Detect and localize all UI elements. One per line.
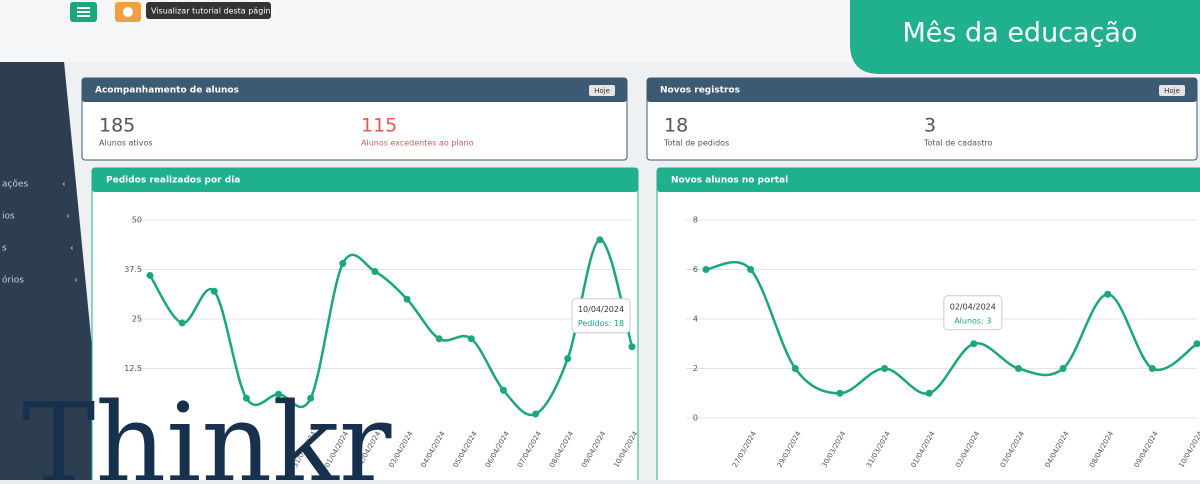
stat-label: Total de pedidos — [663, 139, 729, 148]
y-tick-label: 25 — [132, 315, 142, 324]
stat-label: Total de cadastro — [923, 139, 992, 148]
point — [371, 268, 378, 275]
stat-label: Alunos excedentes ao plano — [361, 139, 474, 148]
point — [468, 335, 475, 342]
point — [629, 343, 636, 350]
sidebar-item: órios — [2, 275, 24, 286]
y-tick-label: 50 — [132, 216, 142, 225]
stat-value: 3 — [924, 115, 936, 137]
point — [792, 365, 799, 372]
point — [211, 288, 218, 295]
point — [747, 266, 754, 273]
point — [404, 296, 411, 303]
sidebar-caret: ‹ — [70, 244, 74, 254]
panel-title: Novos registros — [660, 86, 740, 96]
point — [1015, 365, 1022, 372]
today-label: Hoje — [1164, 87, 1180, 95]
point — [836, 390, 843, 397]
y-tick-label: 37.5 — [124, 265, 142, 274]
banner-title: Mês da educação — [903, 18, 1138, 49]
point — [564, 355, 571, 362]
tooltip-date: 10/04/2024 — [578, 305, 624, 314]
info-icon — [123, 7, 133, 17]
y-tick-label: 6 — [693, 265, 698, 274]
stat-value: 115 — [361, 115, 397, 137]
point — [500, 387, 507, 394]
today-label: Hoje — [594, 87, 610, 95]
y-tick-label: 8 — [693, 216, 698, 225]
y-tick-label: 12.5 — [124, 364, 142, 373]
sidebar-item: ações — [2, 180, 29, 190]
sidebar-caret: ‹ — [66, 212, 70, 222]
sidebar-item: s — [2, 244, 7, 254]
y-tick-label: 2 — [693, 364, 698, 373]
point — [1060, 365, 1067, 372]
point — [532, 411, 539, 418]
point — [436, 335, 443, 342]
point — [881, 365, 888, 372]
point — [703, 266, 710, 273]
sidebar-item: ios — [2, 212, 15, 222]
point — [339, 260, 346, 267]
point — [926, 390, 933, 397]
sidebar-caret: ‹ — [62, 180, 66, 190]
tooltip-date: 02/04/2024 — [950, 302, 996, 311]
y-tick-label: 4 — [693, 315, 698, 324]
tooltip-text: Visualizar tutorial desta página — [151, 7, 276, 16]
stat-label: Alunos ativos — [99, 139, 153, 148]
logo: Thinkr — [22, 379, 392, 480]
point — [596, 236, 603, 243]
point — [1149, 365, 1156, 372]
tooltip-value: Alunos: 3 — [954, 316, 991, 325]
y-tick-label: 0 — [693, 414, 698, 423]
point — [179, 319, 186, 326]
stat-value: 185 — [99, 115, 135, 137]
tooltip-value: Pedidos: 18 — [578, 319, 624, 328]
sidebar-caret: ‹ — [74, 276, 78, 286]
point — [1104, 291, 1111, 298]
stat-value: 18 — [664, 115, 688, 137]
chart-title: Novos alunos no portal — [671, 176, 788, 186]
point — [970, 340, 977, 347]
chart-title: Pedidos realizados por dia — [106, 176, 240, 186]
point — [147, 272, 154, 279]
panel-title: Acompanhamento de alunos — [95, 86, 239, 96]
